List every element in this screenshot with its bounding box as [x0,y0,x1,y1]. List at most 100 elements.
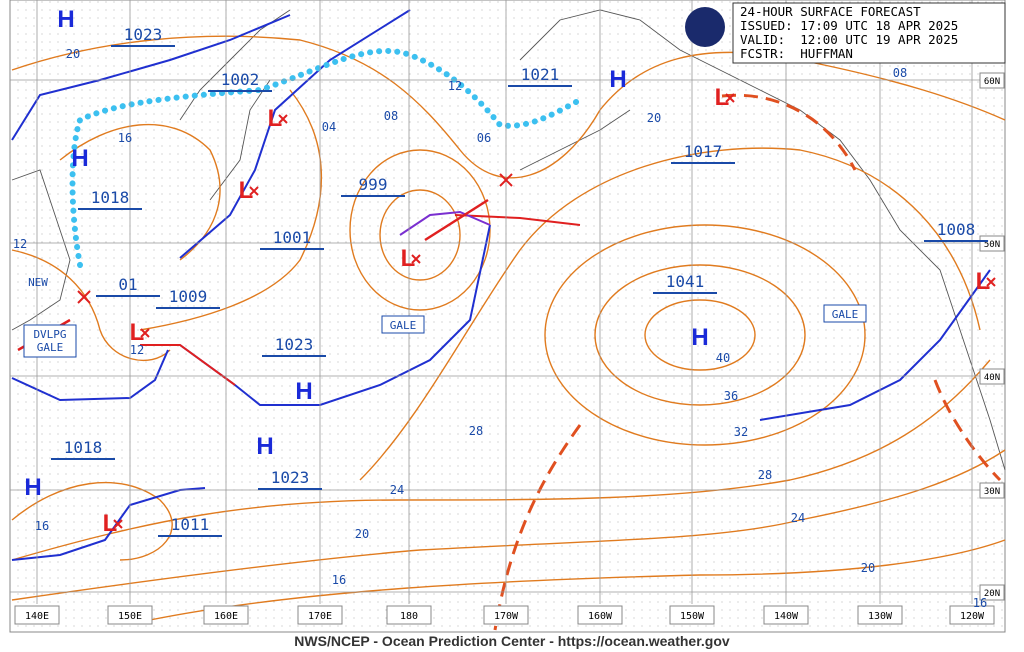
pressure-label: 1008 [937,220,976,239]
warning: GALE [390,319,417,332]
low-forecast-x [499,173,513,187]
pressure-label: 1017 [684,142,723,161]
low-x [140,328,150,338]
isobar-label: 08 [384,109,398,123]
high-center: H [71,145,88,172]
lat-label-box [979,584,1005,601]
isobar-label: 24 [791,511,805,525]
lon-label-box [107,605,153,625]
warning: GALE [832,308,859,321]
lon-label: 140E [25,611,49,622]
isobar-label: 40 [716,351,730,365]
isobar-label: 20 [861,561,875,575]
pressure-label: 1021 [521,65,560,84]
isobar-label: 16 [118,131,132,145]
pressure-label: 1023 [124,25,163,44]
isobar-label: 16 [973,596,987,610]
isobar-label: 12 [448,79,462,93]
low-center: L [268,105,283,132]
lon-label: 170E [308,611,332,622]
high-center: H [609,66,626,93]
lon-label-box [763,605,809,625]
isobar-label: 06 [477,131,491,145]
lon-label: 160E [214,611,238,622]
isobar-label: 28 [758,468,772,482]
lat-label-box [979,368,1005,385]
lat-label-box [979,72,1005,89]
lon-label-box [386,605,432,625]
pressure-label: 1002 [221,70,260,89]
warning-box [381,315,425,334]
lon-label: 140W [774,611,799,622]
lon-label: 170W [494,611,519,622]
low-center: L [103,510,118,537]
new-label: NEW [28,276,48,289]
isobar-label: 20 [355,527,369,541]
header-forecaster: FCSTR: HUFFMAN [740,46,853,61]
pressure-label: 1041 [666,272,705,291]
pressure-label: 1001 [273,228,312,247]
lat-label: 50N [984,240,1000,250]
isobar-label: 20 [66,47,80,61]
pressure-label: 1011 [171,515,210,534]
isobar-label: 20 [647,111,661,125]
lat-label: 40N [984,373,1000,383]
pressure-label: 1018 [91,188,130,207]
isobar-label: 12 [13,237,27,251]
low-x [278,114,288,124]
low-x [411,254,421,264]
low-x [725,93,735,103]
high-center: H [295,378,312,405]
isobar-label: 28 [469,424,483,438]
lat-label-box [979,482,1005,499]
low-x [986,277,996,287]
isobars [11,35,1006,621]
lon-label-box [14,605,60,625]
pressure-label: 1023 [271,468,310,487]
lon-label-box [483,605,529,625]
lon-label: 150E [118,611,142,622]
lon-label: 160W [588,611,613,622]
lon-label-box [669,605,715,625]
low-center: L [976,268,991,295]
pressure-label: 1023 [275,335,314,354]
isobar-label: 16 [35,519,49,533]
low-center: L [715,84,730,111]
low-x [249,186,259,196]
isobar-label: 16 [332,573,346,587]
lon-label: 120W [960,611,985,622]
lon-label: 150W [680,611,705,622]
header-issued: ISSUED: 17:09 UTC 18 APR 2025 [740,18,958,33]
header-box: 24-HOUR SURFACE FORECAST ISSUED: 17:09 U… [685,2,1006,64]
isobar-label: 36 [724,389,738,403]
lon-label: 180 [400,611,418,622]
high-center: H [24,474,41,501]
noaa-logo [685,7,725,47]
lon-label-box [203,605,249,625]
high-center: H [691,324,708,351]
lat-label: 60N [984,77,1000,87]
pressure-label: 01 [118,275,137,294]
lon-label-box [577,605,623,625]
isobar-label: 12 [130,343,144,357]
footer: NWS/NCEP - Ocean Prediction Center - htt… [294,633,730,649]
low-center: L [130,319,145,346]
lon-label-box [857,605,903,625]
isobar-label: 24 [390,483,404,497]
header-valid: VALID: 12:00 UTC 19 APR 2025 [740,32,958,47]
pressure-label: 1018 [64,438,103,457]
lat-label: 20N [984,589,1000,599]
warning-box [823,304,867,323]
pressure-label: 999 [359,175,388,194]
lat-label: 30N [984,487,1000,497]
lon-label: 130W [868,611,893,622]
warning-box [23,324,77,358]
isobar-label: 04 [322,120,336,134]
low-forecast-x [77,290,91,304]
low-center: L [401,245,416,272]
developing-warning: GALE [37,341,64,354]
low-x [113,519,123,529]
isobar-label: 32 [734,425,748,439]
lon-label-box [297,605,343,625]
